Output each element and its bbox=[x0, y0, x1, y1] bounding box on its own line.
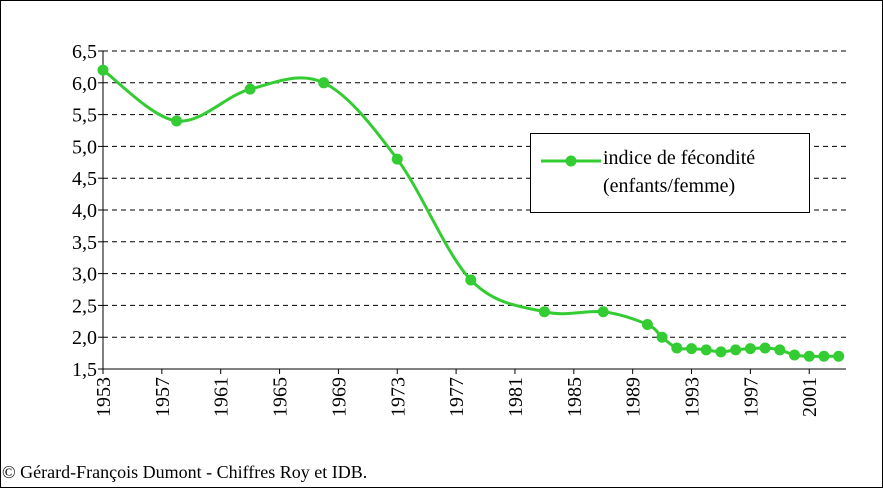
point bbox=[730, 344, 742, 356]
x-tick-label: 1953 bbox=[93, 377, 115, 417]
x-tick-label: 1993 bbox=[682, 377, 704, 417]
y-tick-label: 6,5 bbox=[72, 41, 97, 63]
x-tick-label: 1989 bbox=[623, 377, 645, 417]
y-tick-label: 4,0 bbox=[72, 200, 97, 222]
point bbox=[318, 77, 330, 89]
point bbox=[671, 342, 683, 354]
point bbox=[833, 350, 845, 362]
y-tick-label: 5,5 bbox=[72, 105, 97, 127]
x-tick-label: 1961 bbox=[211, 377, 233, 417]
x-tick-label: 1965 bbox=[270, 377, 292, 417]
point bbox=[744, 343, 756, 355]
point bbox=[465, 274, 477, 286]
y-tick-label: 1,5 bbox=[72, 359, 97, 381]
x-tick-label: 1977 bbox=[446, 377, 468, 417]
x-tick-label: 1969 bbox=[328, 377, 350, 417]
x-tick-label: 1973 bbox=[387, 377, 409, 417]
x-tick-label: 1997 bbox=[740, 377, 762, 417]
y-tick-label: 3,0 bbox=[72, 264, 97, 286]
legend-label: indice de fécondité (enfants/femme) bbox=[603, 147, 756, 197]
y-tick-label: 5,0 bbox=[72, 136, 97, 158]
point bbox=[656, 331, 668, 343]
legend: indice de fécondité (enfants/femme) bbox=[530, 133, 810, 213]
point bbox=[641, 318, 653, 330]
point bbox=[789, 349, 801, 361]
point bbox=[97, 64, 109, 76]
point bbox=[759, 342, 771, 354]
point bbox=[171, 115, 183, 127]
point bbox=[715, 346, 727, 358]
point bbox=[391, 153, 403, 165]
y-tick-label: 2,0 bbox=[72, 327, 97, 349]
legend-marker bbox=[565, 155, 577, 167]
x-tick-label: 1985 bbox=[564, 377, 586, 417]
x-tick-label: 2001 bbox=[799, 377, 821, 417]
y-tick-label: 2,5 bbox=[72, 295, 97, 317]
point bbox=[597, 306, 609, 318]
point bbox=[538, 306, 550, 318]
y-tick-label: 6,0 bbox=[72, 73, 97, 95]
point bbox=[686, 343, 698, 355]
point bbox=[244, 83, 256, 95]
y-tick-label: 3,5 bbox=[72, 232, 97, 254]
point bbox=[700, 344, 712, 356]
point bbox=[774, 344, 786, 356]
point bbox=[803, 350, 815, 362]
y-tick-label: 4,5 bbox=[72, 168, 97, 190]
x-tick-label: 1981 bbox=[505, 377, 527, 417]
x-tick-label: 1957 bbox=[152, 377, 174, 417]
caption: © Gérard-François Dumont - Chiffres Roy … bbox=[2, 462, 368, 482]
legend-swatch bbox=[541, 155, 601, 167]
point bbox=[818, 350, 830, 362]
